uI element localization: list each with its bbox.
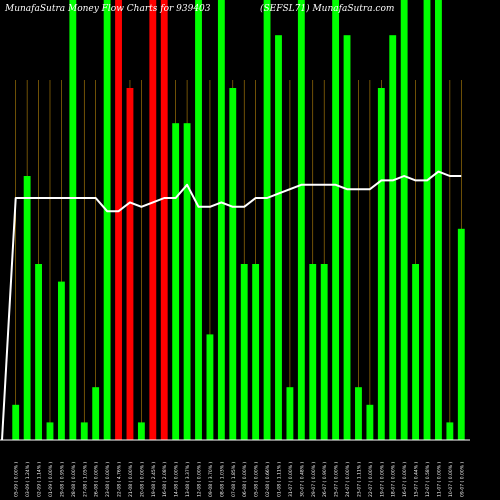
bar — [275, 35, 282, 440]
x-tick-label: 10-07 ( 0.00% ) — [448, 462, 454, 497]
x-tick-label: 05-08 ( 0.00% ) — [254, 462, 260, 497]
price-line — [1, 170, 462, 441]
bar — [446, 422, 454, 440]
bar — [57, 281, 65, 440]
bar — [332, 0, 340, 440]
x-tick-label: 19-07 ( 0.00% ) — [379, 462, 385, 497]
x-tick-label: 02-09 ( 1.14% ) — [37, 462, 43, 497]
bar — [423, 0, 431, 440]
bars — [12, 0, 465, 440]
x-tick-label: 13-08 ( 3.37% ) — [185, 462, 191, 497]
bar — [160, 0, 168, 440]
bar — [457, 228, 465, 440]
bar — [23, 176, 31, 440]
x-tick-label: 27-08 ( 1.05% ) — [82, 462, 88, 497]
x-tick-label: 20-08 ( 0.00% ) — [139, 462, 145, 497]
x-tick-label: 28-08 ( 0.00% ) — [71, 462, 77, 497]
x-tick-label: 03-09 ( 1.24% ) — [25, 462, 31, 497]
bar — [263, 0, 271, 440]
bar — [297, 0, 305, 440]
bar — [286, 387, 294, 440]
x-tick-label: 02-08 ( 0.66% ) — [265, 462, 271, 497]
x-tick-label: 22-08 ( 4.76% ) — [117, 462, 123, 497]
x-tick-label: 16-07 ( 0.00% ) — [402, 462, 408, 497]
bar — [137, 422, 145, 440]
x-tick-labels: 05-09 ( 0.00% ) 03-09 ( 1.24% ) 02-09 ( 1.… — [14, 462, 466, 497]
bar — [115, 0, 122, 440]
bar — [217, 0, 225, 440]
bar — [400, 0, 408, 440]
x-tick-label: 01-09 ( 0.00% ) — [48, 462, 54, 497]
x-tick-label: 01-08 ( 1.11% ) — [276, 462, 282, 497]
x-tick-label: 23-08 ( 0.00% ) — [105, 462, 111, 497]
x-tick-label: 24-07 ( 0.00% ) — [345, 462, 351, 497]
bar — [343, 35, 351, 440]
bar — [80, 422, 88, 440]
bar — [92, 387, 100, 440]
bar — [103, 0, 111, 440]
bar — [320, 264, 328, 440]
x-tick-label: 16-08 ( 2.08% ) — [162, 462, 168, 497]
x-tick-label: 21-08 ( 0.00% ) — [128, 462, 134, 497]
bar — [35, 264, 42, 440]
x-tick-label: 11-07 ( 0.00% ) — [436, 462, 442, 497]
x-tick-label: 06-08 ( 0.00% ) — [242, 462, 248, 497]
x-tick-label: 14-08 ( 0.00% ) — [174, 462, 180, 497]
x-tick-label: 31-07 ( 0.00% ) — [288, 462, 294, 497]
x-tick-label: 23-07 ( 1.11% ) — [356, 462, 362, 497]
x-tick-label: 12-08 ( 0.00% ) — [197, 462, 203, 497]
x-tick-label: 09-07 ( 0.00% ) — [459, 462, 465, 497]
bar — [69, 0, 77, 440]
bar — [412, 264, 420, 440]
chart-title: MunafaSutra Money Flow Charts for 939403 — [5, 4, 211, 14]
chart-subtitle: (SEFSL71) MunafaSutra.com — [260, 4, 395, 14]
bar — [377, 88, 385, 440]
price-line-path — [1, 170, 462, 441]
x-tick-label: 29-07 ( 0.00% ) — [311, 462, 317, 497]
x-tick-label: 05-09 ( 0.00% ) — [14, 462, 20, 497]
x-tick-label: 12-07 ( 0.58% ) — [425, 462, 431, 497]
bar — [206, 334, 214, 440]
bar — [355, 387, 362, 440]
bar — [366, 404, 374, 440]
bar — [12, 404, 20, 440]
bar — [183, 123, 191, 440]
bar — [240, 264, 248, 440]
x-tick-label: 26-07 ( 0.90% ) — [322, 462, 328, 497]
bar — [252, 264, 260, 440]
bar — [435, 0, 442, 440]
x-tick-label: 26-08 ( 0.00% ) — [94, 462, 100, 497]
x-tick-label: 07-08 ( 1.85% ) — [231, 462, 237, 497]
bar — [229, 88, 237, 440]
bar — [389, 35, 397, 440]
x-tick-label: 08-08 ( 1.03% ) — [219, 462, 225, 497]
bar — [46, 422, 54, 440]
bar — [149, 0, 157, 440]
bar — [195, 0, 202, 440]
x-tick-label: 18-07 ( 0.00% ) — [391, 462, 397, 497]
bar — [172, 123, 180, 440]
x-tick-label: 25-07 ( 0.00% ) — [334, 462, 340, 497]
x-tick-label: 22-07 ( 0.00% ) — [368, 462, 374, 497]
x-tick-label: 19-08 ( 2.45% ) — [151, 462, 157, 497]
x-tick-label: 30-07 ( 0.48% ) — [299, 462, 305, 497]
bar — [309, 264, 317, 440]
bar — [126, 88, 134, 440]
x-tick-label: 29-08 ( 0.95% ) — [59, 462, 65, 497]
x-tick-label: 15-07 ( 0.44% ) — [414, 462, 420, 497]
x-tick-label: 09-08 ( 3.70% ) — [208, 462, 214, 497]
